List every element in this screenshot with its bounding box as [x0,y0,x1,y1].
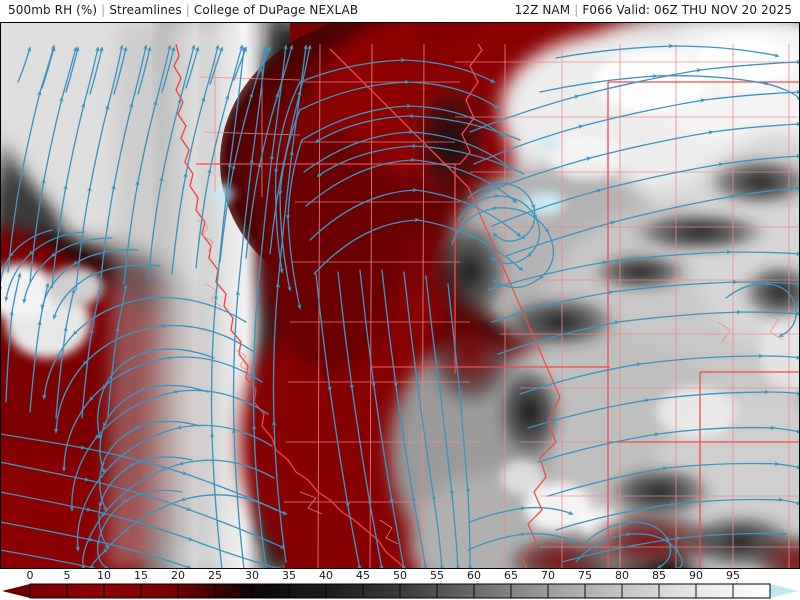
header-valid-time-label: Valid: 06Z THU NOV 20 2025 [616,3,792,17]
colorbar-tick-label: 35 [282,569,296,582]
streamlines-layer [0,43,800,569]
colorbar-tick-label: 70 [541,569,555,582]
colorbar-tick-label: 75 [578,569,592,582]
colorbar-low-extend [2,584,30,598]
colorbar: 0 5 10 15 20 25 30 35 40 45 50 55 60 65 70 75 80 85 90 95 [0,569,800,600]
colorbar-body [2,583,798,599]
header-separator-2: | [185,3,190,17]
colorbar-tick-label: 80 [615,569,629,582]
colorbar-high-extend [770,584,798,598]
header-source-label: College of DuPage NEXLAB [193,3,359,17]
colorbar-tick-label: 15 [134,569,148,582]
header-bar: 500mb RH (%) | Streamlines | College of DuPa… [0,0,800,22]
header-forecast-hour-label: F066 [582,3,613,17]
colorbar-tick-label: 85 [652,569,666,582]
colorbar-tick-label: 25 [208,569,222,582]
colorbar-tick-label: 5 [63,569,71,582]
colorbar-tick-label: 50 [393,569,407,582]
colorbar-swatches [2,583,798,599]
colorbar-tick-label: 0 [26,569,34,582]
header-left-title: 500mb RH (%) | Streamlines | College of DuPa… [8,3,358,17]
colorbar-tick-label: 90 [689,569,703,582]
colorbar-tick-label: 10 [97,569,111,582]
colorbar-tick-label: 20 [171,569,185,582]
colorbar-outline [29,583,771,599]
map-canvas[interactable] [0,22,800,569]
header-product-label: 500mb RH (%) [8,3,98,17]
header-overlay-label: Streamlines [109,3,182,17]
colorbar-tick-label: 65 [504,569,518,582]
map-svg [0,22,800,569]
header-separator-1: | [101,3,106,17]
colorbar-tick-label: 40 [319,569,333,582]
colorbar-tick-label: 60 [467,569,481,582]
colorbar-tick-labels: 0 5 10 15 20 25 30 35 40 45 50 55 60 65 70 75 80 85 90 95 [0,569,800,584]
colorbar-tick-label: 55 [430,569,444,582]
colorbar-tick-label: 45 [356,569,370,582]
colorbar-tick-label: 95 [726,569,740,582]
header-right-title: 12Z NAM | F066 Valid: 06Z THU NOV 20 2025 [515,3,792,17]
header-separator-3: | [574,3,579,17]
colorbar-tick-label: 30 [245,569,259,582]
header-model-cycle-label: 12Z NAM [514,3,571,17]
